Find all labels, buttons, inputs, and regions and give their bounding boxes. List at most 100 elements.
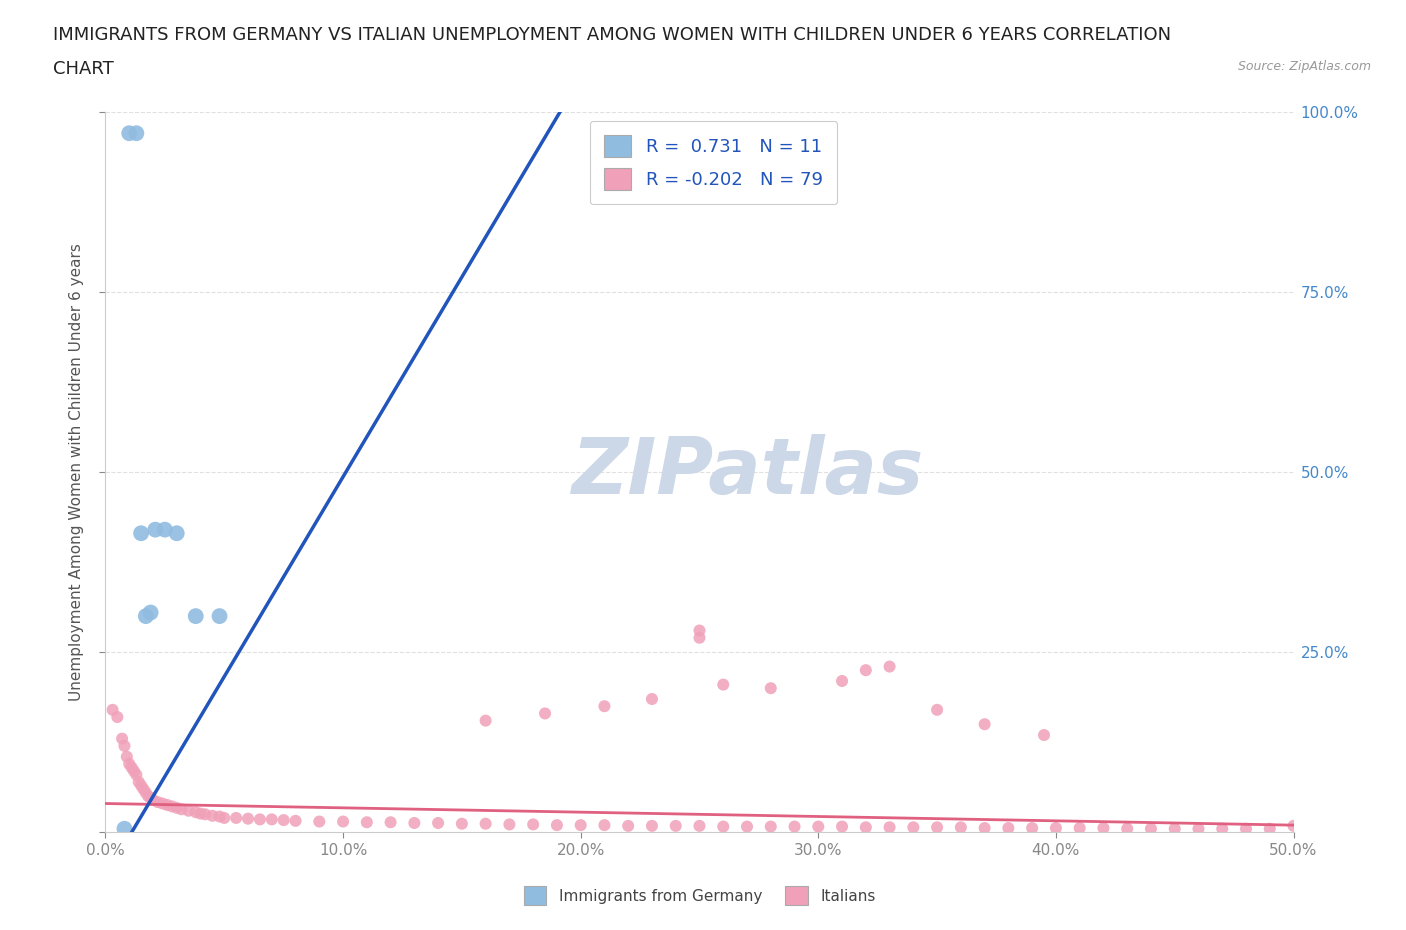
Point <box>105 710 128 724</box>
Point <box>474 817 496 831</box>
Point <box>925 702 948 717</box>
Legend: Immigrants from Germany, Italians: Immigrants from Germany, Italians <box>517 881 882 911</box>
Point <box>380 815 402 830</box>
Point <box>177 804 200 818</box>
Point <box>284 814 307 829</box>
Point <box>522 817 544 831</box>
Point <box>111 731 134 746</box>
Point <box>1140 821 1163 836</box>
Point <box>201 808 224 823</box>
Point <box>1116 821 1139 836</box>
Point <box>855 663 877 678</box>
Point <box>139 790 162 805</box>
Point <box>534 706 557 721</box>
Point <box>101 702 124 717</box>
Point <box>166 525 188 540</box>
Point <box>135 609 157 624</box>
Point <box>129 525 152 540</box>
Point <box>1092 820 1115 835</box>
Point <box>641 692 664 707</box>
Point <box>118 126 141 140</box>
Point <box>184 609 207 624</box>
Point <box>208 609 231 624</box>
Point <box>474 713 496 728</box>
Point <box>831 819 853 834</box>
Point <box>973 717 995 732</box>
Point <box>125 126 148 140</box>
Point <box>617 818 640 833</box>
Point <box>973 820 995 835</box>
Point <box>593 817 616 832</box>
Point <box>143 523 166 538</box>
Y-axis label: Unemployment Among Women with Children Under 6 years: Unemployment Among Women with Children U… <box>69 243 84 701</box>
Point <box>166 801 188 816</box>
Point <box>879 659 901 674</box>
Point <box>170 802 193 817</box>
Point <box>1258 821 1281 836</box>
Text: ZIPatlas: ZIPatlas <box>571 434 924 510</box>
Point <box>1187 821 1209 836</box>
Point <box>308 814 330 829</box>
Point <box>236 811 259 826</box>
Point <box>132 781 155 796</box>
Point <box>855 820 877 835</box>
Point <box>879 820 901 835</box>
Point <box>1069 820 1091 835</box>
Point <box>135 785 157 800</box>
Point <box>925 820 948 835</box>
Point <box>156 798 179 813</box>
Point <box>125 767 148 782</box>
Point <box>759 819 782 834</box>
Point <box>332 814 354 829</box>
Point <box>1045 820 1067 835</box>
Point <box>152 796 174 811</box>
Point <box>1021 820 1043 835</box>
Point <box>1164 821 1187 836</box>
Point <box>665 818 688 833</box>
Point <box>1211 821 1233 836</box>
Point <box>153 523 176 538</box>
Point <box>114 738 136 753</box>
Point <box>114 821 136 836</box>
Point <box>903 820 925 835</box>
Point <box>146 794 169 809</box>
Point <box>225 811 247 826</box>
Point <box>427 816 450 830</box>
Point <box>783 819 806 834</box>
Point <box>997 820 1019 835</box>
Point <box>569 817 592 832</box>
Point <box>356 815 378 830</box>
Text: IMMIGRANTS FROM GERMANY VS ITALIAN UNEMPLOYMENT AMONG WOMEN WITH CHILDREN UNDER : IMMIGRANTS FROM GERMANY VS ITALIAN UNEMP… <box>53 26 1171 44</box>
Point <box>735 819 758 834</box>
Point <box>593 698 616 713</box>
Point <box>759 681 782 696</box>
Point <box>498 817 520 831</box>
Point <box>184 804 207 819</box>
Point <box>249 812 271 827</box>
Point <box>404 816 426 830</box>
Point <box>689 623 711 638</box>
Point <box>273 813 295 828</box>
Point <box>1234 821 1257 836</box>
Point <box>194 807 217 822</box>
Point <box>214 811 236 826</box>
Text: CHART: CHART <box>53 60 114 78</box>
Point <box>142 792 165 807</box>
Point <box>122 764 145 778</box>
Point <box>689 818 711 833</box>
Point <box>139 605 162 620</box>
Point <box>208 809 231 824</box>
Point <box>128 775 150 790</box>
Point <box>118 756 141 771</box>
Text: Source: ZipAtlas.com: Source: ZipAtlas.com <box>1237 60 1371 73</box>
Point <box>129 778 152 793</box>
Point <box>136 789 159 804</box>
Point <box>121 760 143 775</box>
Point <box>190 806 212 821</box>
Point <box>711 677 734 692</box>
Point <box>689 631 711 645</box>
Point <box>546 817 568 832</box>
Point <box>641 818 664 833</box>
Point <box>807 819 830 834</box>
Point <box>115 750 138 764</box>
